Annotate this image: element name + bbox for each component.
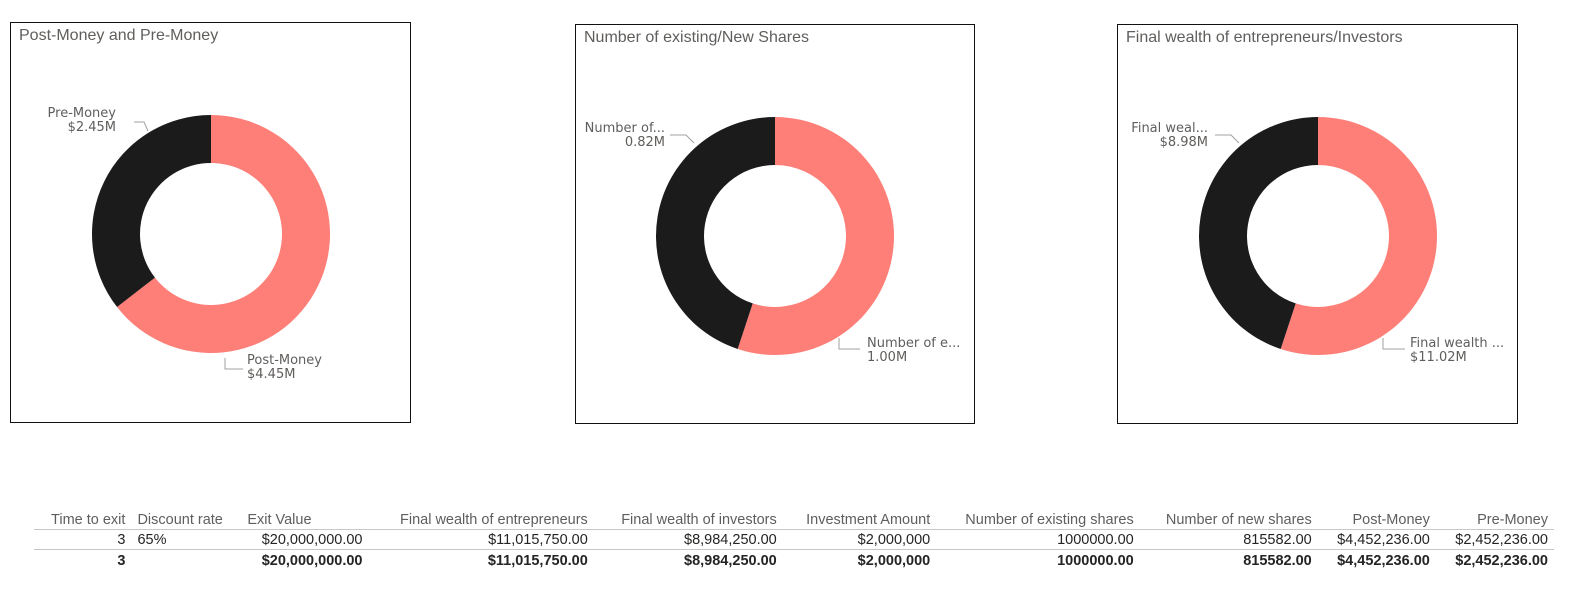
col-header-new-shares[interactable]: Number of new shares [1139,510,1318,530]
table-row[interactable]: 3 65% $20,000,000.00 $11,015,750.00 $8,9… [34,529,1554,550]
total-discount-rate [131,550,241,571]
chart-card-post-pre-money[interactable]: Post-Money and Pre-Money Post-Money $4.4… [10,22,411,423]
total-final-wealth-entrepreneurs: $11,015,750.00 [487,553,588,569]
col-header-post-money[interactable]: Post-Money [1317,510,1436,530]
chart-card-shares[interactable]: Number of existing/New Shares Number of … [575,24,975,424]
chart-title: Final wealth of entrepreneurs/Investors [1126,29,1403,46]
donut-chart-final-wealth[interactable]: Final wealth ... $11.02M Final weal... $… [1118,25,1519,425]
donut-chart-shares[interactable]: Number of e... 1.00M Number of... 0.82M [576,25,976,425]
cell-final-wealth-entrepreneurs: $11,015,750.00 [368,529,594,550]
cell-time-to-exit: 3 [34,529,132,550]
donut-chart-post-pre-money[interactable]: Post-Money $4.45M Pre-Money $2.45M [11,23,412,424]
cell-new-shares: 815582.00 [1139,529,1318,550]
slice-label-existing-shares: Number of e... [867,336,960,351]
slice-label-pre-money: Pre-Money [48,106,117,121]
cell-final-wealth-investors: $8,984,250.00 [593,529,783,550]
donut-slice-final-wealth-of-entrepreneurs[interactable] [1280,117,1437,355]
total-post-money: $4,452,236.00 [1337,553,1430,569]
slice-label-investors: Final weal... [1131,121,1208,136]
cell-investment-amount: $2,000,000 [782,529,937,550]
slice-value-pre-money: $2.45M [68,120,116,135]
slice-value-new-shares: 0.82M [625,135,665,150]
donut-slice-final-wealth-of-investors[interactable] [1198,117,1318,349]
total-final-wealth-investors: $8,984,250.00 [684,553,777,569]
data-table[interactable]: Time to exit Discount rate Exit Value Fi… [34,510,1554,570]
slice-label-new-shares: Number of... [585,121,665,136]
cell-pre-money: $2,452,236.00 [1435,529,1554,550]
chart-card-final-wealth[interactable]: Final wealth of entrepreneurs/Investors … [1117,24,1518,424]
total-pre-money: $2,452,236.00 [1455,553,1548,569]
cell-exit-value: $20,000,000.00 [241,529,369,550]
donut-slice-pre-money[interactable] [91,115,211,308]
slice-value-existing-shares: 1.00M [867,350,907,365]
cell-post-money: $4,452,236.00 [1317,529,1436,550]
col-header-pre-money[interactable]: Pre-Money [1435,510,1554,530]
cell-discount-rate: 65% [131,529,242,550]
donut-slice-number-of-existing-shares[interactable] [737,117,894,355]
donut-slice-post-money[interactable] [117,115,331,353]
col-header-final-wealth-entrepreneurs[interactable]: Final wealth of entrepreneurs [368,510,594,530]
col-header-final-wealth-investors[interactable]: Final wealth of investors [593,510,783,530]
col-header-discount-rate[interactable]: Discount rate [131,510,242,530]
total-exit-value: $20,000,000.00 [261,553,363,569]
chart-title: Number of existing/New Shares [584,29,809,46]
total-new-shares: 815582.00 [1243,553,1312,569]
slice-label-post-money: Post-Money [247,353,322,368]
col-header-exit-value[interactable]: Exit Value [241,510,369,530]
slice-value-entrepreneurs: $11.02M [1410,350,1467,365]
col-header-existing-shares[interactable]: Number of existing shares [936,510,1140,530]
chart-title: Post-Money and Pre-Money [19,27,219,44]
col-header-time-to-exit[interactable]: Time to exit [34,510,132,530]
cell-existing-shares: 1000000.00 [936,529,1140,550]
slice-value-post-money: $4.45M [247,367,295,382]
total-investment-amount: $2,000,000 [857,553,931,569]
donut-slice-number-of-new-shares[interactable] [656,117,775,349]
table-header-row: Time to exit Discount rate Exit Value Fi… [34,510,1554,530]
table-total-row: 3 $20,000,000.00 $11,015,750.00 $8,984,2… [34,550,1554,571]
col-header-investment-amount[interactable]: Investment Amount [782,510,937,530]
total-time-to-exit: 3 [117,553,126,569]
slice-label-entrepreneurs: Final wealth ... [1410,336,1504,351]
total-existing-shares: 1000000.00 [1057,553,1134,569]
slice-value-investors: $8.98M [1160,135,1208,150]
